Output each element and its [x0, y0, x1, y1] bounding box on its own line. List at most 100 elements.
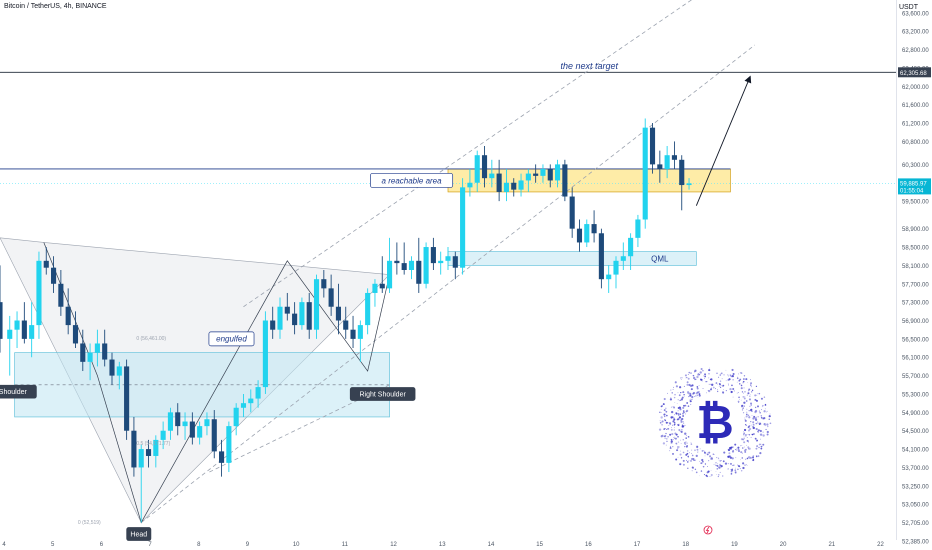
logo-dot [698, 373, 701, 376]
logo-dot [740, 387, 743, 390]
logo-dot [704, 452, 707, 455]
logo-dot [682, 421, 684, 423]
x-tick-label: 12 [390, 542, 397, 548]
logo-dot [753, 415, 756, 418]
bull-candle [226, 426, 232, 463]
logo-dot [742, 382, 744, 384]
logo-dot [743, 397, 746, 400]
bull-candle [489, 173, 495, 179]
bull-candle [438, 260, 444, 264]
logo-dot [757, 422, 759, 424]
annotations-layer: a reachable area the next target engulfed Q… [0, 61, 669, 541]
logo-dot [671, 416, 674, 419]
logo-dot [674, 427, 675, 428]
logo-dot [732, 446, 734, 448]
logo-dot [763, 396, 766, 398]
logo-dot [684, 432, 687, 435]
logo-dot [732, 388, 735, 391]
logo-dot [681, 421, 683, 423]
logo-dot [739, 383, 741, 385]
logo-dot [686, 450, 689, 452]
logo-dot [750, 382, 752, 385]
bull-candle [628, 237, 634, 257]
logo-dot [681, 377, 683, 379]
logo-dot [694, 460, 696, 462]
y-tick-label: 60,300.00 [902, 163, 929, 169]
bull-candle [138, 449, 144, 468]
logo-dot [686, 377, 688, 379]
y-tick-label: 52,385.00 [902, 539, 929, 545]
logo-dot [677, 399, 679, 401]
logo-dot [716, 465, 719, 467]
logo-dot [745, 444, 747, 446]
logo-dot [733, 390, 735, 392]
logo-dot [667, 436, 669, 438]
logo-dot [736, 447, 738, 449]
logo-dot [675, 412, 678, 414]
logo-dot [682, 406, 685, 409]
logo-dot [708, 476, 710, 477]
logo-dot [666, 414, 668, 417]
current-price-countdown: 01:55:04 [900, 188, 924, 194]
logo-dot [745, 436, 747, 438]
logo-dot [692, 374, 695, 377]
logo-dot [695, 454, 698, 457]
logo-dot [736, 377, 739, 379]
logo-dot [752, 426, 756, 430]
bear-candle [416, 260, 422, 284]
logo-dot [696, 386, 699, 388]
candles-layer [0, 118, 692, 523]
logo-dot [677, 447, 679, 450]
logo-dot [702, 370, 704, 372]
logo-dot [760, 443, 762, 445]
logo-dot [742, 462, 745, 465]
logo-dot [673, 419, 675, 421]
y-tick-label: 58,900.00 [902, 227, 929, 233]
logo-dot [754, 394, 757, 397]
logo-dot [743, 375, 746, 377]
x-tick-label: 19 [731, 542, 738, 548]
annotation-head-box [126, 527, 152, 541]
logo-dot [665, 410, 668, 413]
logo-dot [744, 396, 746, 398]
logo-dot [697, 373, 700, 376]
logo-dot [730, 375, 733, 378]
logo-dot [691, 470, 693, 472]
logo-dot [734, 471, 737, 474]
logo-dot [745, 464, 747, 465]
logo-dot [719, 380, 722, 382]
logo-dot [743, 387, 745, 389]
logo-dot [687, 457, 689, 458]
logo-dot [702, 375, 704, 377]
bear-candle [102, 343, 108, 360]
bull-candle [606, 274, 612, 280]
logo-dot [737, 373, 739, 375]
logo-dot [748, 416, 750, 417]
x-tick-label: 6 [100, 542, 104, 548]
logo-dot [723, 389, 724, 390]
y-tick-label: 57,300.00 [902, 301, 929, 307]
logo-dot [766, 430, 769, 434]
bear-candle [496, 173, 502, 192]
logo-dot [679, 462, 682, 466]
logo-dot [689, 459, 693, 462]
logo-dot [680, 439, 681, 441]
logo-dot [670, 438, 673, 441]
logo-dot [687, 390, 690, 394]
logo-dot [708, 451, 711, 454]
logo-dot [722, 475, 724, 477]
logo-dot [741, 404, 744, 407]
logo-dot [697, 452, 699, 453]
bear-candle [511, 182, 517, 190]
logo-dot [751, 415, 753, 416]
logo-dot [677, 441, 680, 443]
logo-dot [746, 439, 749, 442]
logo-dot [677, 410, 679, 412]
logo-dot [755, 385, 758, 387]
logo-dot [707, 389, 711, 393]
logo-dot [690, 403, 692, 405]
logo-dot [759, 452, 762, 455]
logo-dot [747, 382, 748, 384]
logo-dot [681, 417, 684, 421]
